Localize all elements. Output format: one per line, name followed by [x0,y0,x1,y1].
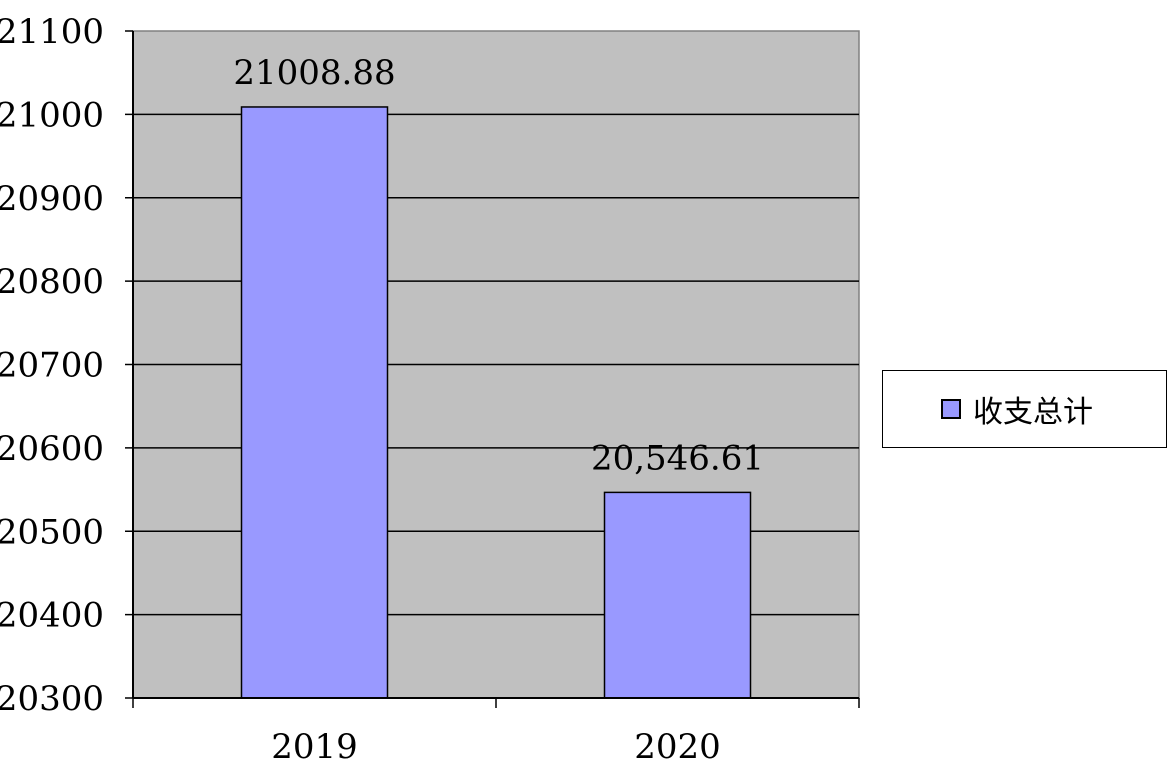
bar-2020 [603,491,752,699]
x-tick-labels: 2019 2020 [271,727,721,762]
data-labels: 21008.88 20,546.61 [233,53,764,478]
legend-swatch [941,399,961,419]
y-tick-label: 21000 [0,95,104,135]
y-tick-label: 20600 [0,429,104,469]
y-tick-label: 20500 [0,512,104,552]
y-tick-label: 20700 [0,346,104,386]
y-tick-label: 20800 [0,262,104,302]
legend: 收支总计 [882,370,1167,448]
y-tick-label: 20300 [0,679,104,719]
y-tick-labels: 20300 20400 20500 20600 20700 20800 20900 21000… [0,12,104,719]
bars [240,106,752,699]
x-tick-label: 2019 [271,727,358,762]
data-label: 20,546.61 [591,438,764,478]
bar-2019 [240,106,389,699]
x-tick-label: 2020 [634,727,721,762]
y-tick-label: 21100 [0,12,104,52]
y-tick-label: 20400 [0,596,104,636]
axes [125,30,860,708]
legend-label: 收支总计 [973,395,1093,430]
data-label: 21008.88 [233,53,395,93]
y-tick-label: 20900 [0,179,104,219]
